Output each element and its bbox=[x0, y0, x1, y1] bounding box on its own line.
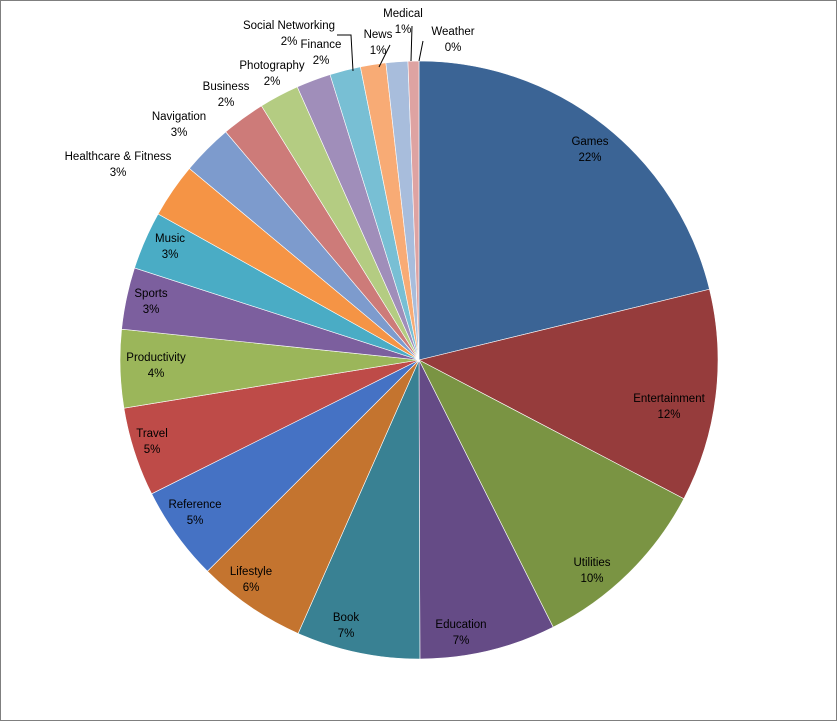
slice-label-healthcare-fitness: Healthcare & Fitness bbox=[65, 151, 172, 163]
slice-percent-travel: 5% bbox=[144, 444, 161, 456]
pie-slice-entertainment bbox=[418, 288, 719, 500]
slice-percent-navigation: 3% bbox=[171, 127, 188, 139]
slice-percent-weather: 0% bbox=[445, 42, 462, 54]
leader-line-medical bbox=[410, 25, 413, 62]
leader-line-social-networking bbox=[337, 34, 354, 72]
slice-label-photography: Photography bbox=[239, 60, 304, 72]
slice-percent-business: 2% bbox=[218, 97, 235, 109]
slice-label-navigation: Navigation bbox=[152, 111, 206, 123]
slice-percent-utilities: 10% bbox=[580, 573, 603, 585]
slice-label-utilities: Utilities bbox=[573, 557, 610, 569]
slice-percent-sports: 3% bbox=[143, 304, 160, 316]
slice-label-weather: Weather bbox=[431, 26, 474, 38]
slice-percent-lifestyle: 6% bbox=[243, 582, 260, 594]
slice-percent-education: 7% bbox=[453, 635, 470, 647]
slice-label-lifestyle: Lifestyle bbox=[230, 566, 272, 578]
slice-label-news: News bbox=[364, 29, 393, 41]
slice-percent-news: 1% bbox=[370, 45, 387, 57]
slice-percent-book: 7% bbox=[338, 628, 355, 640]
slice-percent-social-networking: 2% bbox=[281, 36, 298, 48]
slice-label-entertainment: Entertainment bbox=[633, 393, 705, 405]
slice-label-games: Games bbox=[571, 136, 608, 148]
slice-percent-photography: 2% bbox=[264, 76, 281, 88]
slice-label-finance: Finance bbox=[301, 39, 342, 51]
pie-slice-games bbox=[418, 60, 710, 361]
slice-label-reference: Reference bbox=[168, 499, 221, 511]
pie-slice-utilities bbox=[418, 359, 685, 628]
leader-line-weather bbox=[418, 40, 424, 62]
slice-label-education: Education bbox=[435, 619, 486, 631]
slice-percent-medical: 1% bbox=[395, 24, 412, 36]
slice-percent-music: 3% bbox=[162, 249, 179, 261]
slice-label-social-networking: Social Networking bbox=[243, 20, 335, 32]
slice-label-music: Music bbox=[155, 233, 185, 245]
slice-percent-entertainment: 12% bbox=[657, 409, 680, 421]
slice-percent-healthcare-fitness: 3% bbox=[110, 167, 127, 179]
slice-label-productivity: Productivity bbox=[126, 352, 186, 364]
slice-label-travel: Travel bbox=[136, 428, 168, 440]
slice-label-business: Business bbox=[203, 81, 250, 93]
pie-slice-education bbox=[418, 359, 554, 660]
pie-slice-book bbox=[297, 359, 421, 660]
slice-label-book: Book bbox=[333, 612, 359, 624]
slice-label-medical: Medical bbox=[383, 8, 423, 20]
slice-percent-finance: 2% bbox=[313, 55, 330, 67]
slice-percent-games: 22% bbox=[578, 152, 601, 164]
slice-percent-productivity: 4% bbox=[148, 368, 165, 380]
leader-line-news bbox=[378, 44, 391, 68]
slice-percent-reference: 5% bbox=[187, 515, 204, 527]
pie-slice-weather bbox=[407, 60, 420, 361]
slice-label-sports: Sports bbox=[134, 288, 167, 300]
